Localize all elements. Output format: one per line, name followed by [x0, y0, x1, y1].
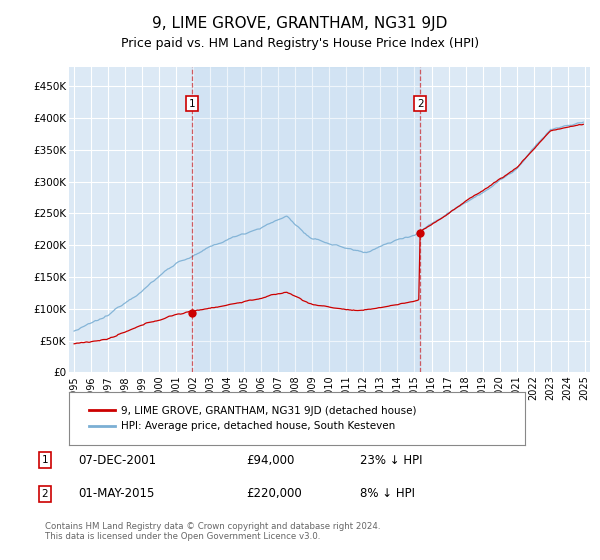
Text: £220,000: £220,000: [246, 487, 302, 501]
Text: 9, LIME GROVE, GRANTHAM, NG31 9JD: 9, LIME GROVE, GRANTHAM, NG31 9JD: [152, 16, 448, 31]
Legend: 9, LIME GROVE, GRANTHAM, NG31 9JD (detached house), HPI: Average price, detached: 9, LIME GROVE, GRANTHAM, NG31 9JD (detac…: [83, 401, 422, 436]
Text: £94,000: £94,000: [246, 454, 295, 467]
Text: 2: 2: [41, 489, 49, 499]
Bar: [192, 67, 420, 372]
Text: Contains HM Land Registry data © Crown copyright and database right 2024.
This d: Contains HM Land Registry data © Crown c…: [45, 522, 380, 542]
Text: 01-MAY-2015: 01-MAY-2015: [78, 487, 154, 501]
Text: 07-DEC-2001: 07-DEC-2001: [78, 454, 156, 467]
Text: 8% ↓ HPI: 8% ↓ HPI: [360, 487, 415, 501]
Text: 2: 2: [417, 99, 424, 109]
Text: 1: 1: [188, 99, 195, 109]
Text: 1: 1: [41, 455, 49, 465]
Text: Price paid vs. HM Land Registry's House Price Index (HPI): Price paid vs. HM Land Registry's House …: [121, 37, 479, 50]
Text: 23% ↓ HPI: 23% ↓ HPI: [360, 454, 422, 467]
